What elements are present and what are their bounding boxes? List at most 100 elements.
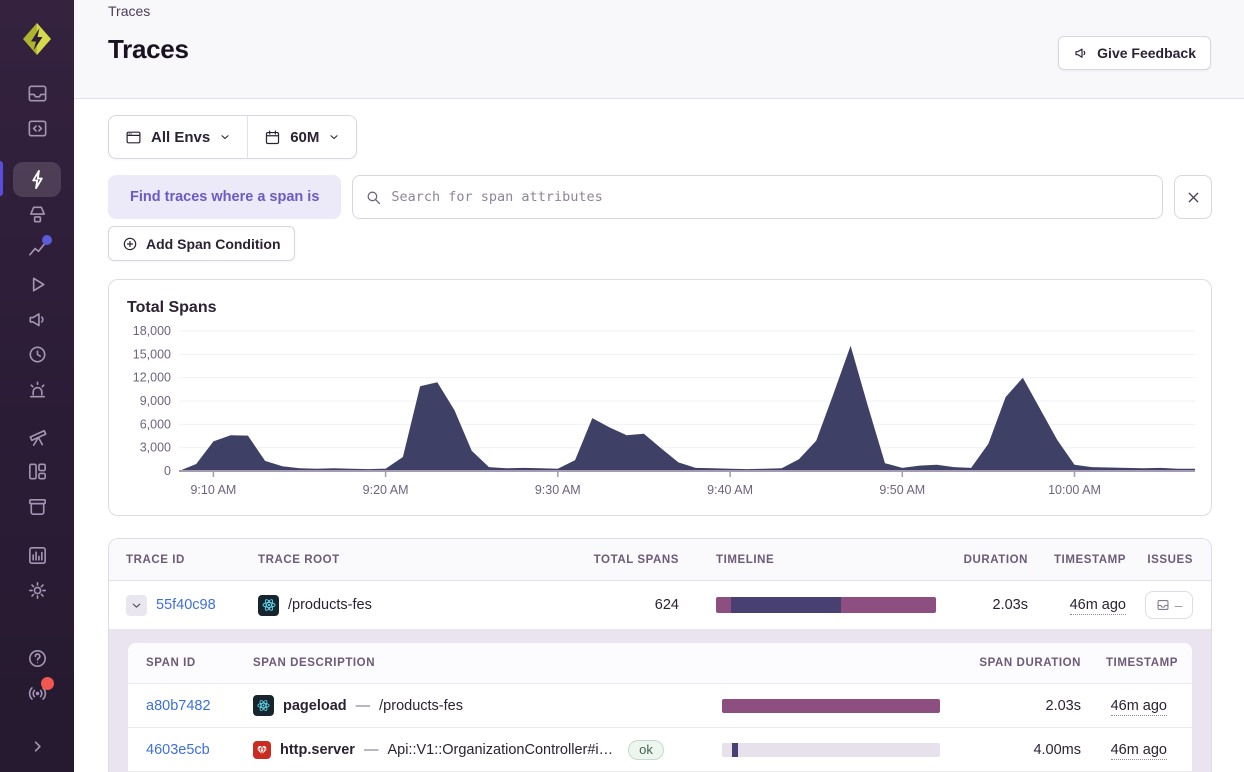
sidebar-item-feedback[interactable]	[13, 302, 61, 337]
sidebar-item-vitals[interactable]	[13, 197, 61, 232]
svg-text:9:10 AM: 9:10 AM	[190, 483, 236, 497]
trace-id-link[interactable]: 55f40c98	[156, 597, 216, 613]
span-duration: 4.00ms	[1033, 741, 1081, 758]
environment-filter[interactable]: All Envs	[109, 116, 247, 158]
help-icon	[28, 650, 46, 667]
trace-row: 55f40c98 /products-fes 624 2.03s 46m ago	[109, 581, 1211, 629]
span-timestamp[interactable]: 46m ago	[1110, 741, 1167, 760]
time-period-filter[interactable]: 60M	[248, 116, 356, 158]
dashboards-icon	[28, 463, 46, 480]
react-icon	[253, 695, 274, 716]
page-title: Traces	[108, 34, 189, 64]
svg-text:18,000: 18,000	[133, 324, 171, 338]
column-span-timestamp: TIMESTAMP	[1105, 657, 1178, 669]
add-span-condition-label: Add Span Condition	[146, 235, 281, 252]
sidebar-item-alerts[interactable]	[13, 372, 61, 407]
main-content: All Envs 60M Find traces where a span is…	[74, 100, 1244, 772]
give-feedback-button[interactable]: Give Feedback	[1058, 36, 1211, 70]
svg-text:9,000: 9,000	[140, 394, 171, 408]
sidebar-item-replays[interactable]	[13, 267, 61, 302]
chevron-down-icon	[221, 135, 229, 140]
spans-table-header: SPAN ID SPAN DESCRIPTION SPAN DURATION T…	[128, 643, 1192, 684]
sidebar-item-releases[interactable]	[13, 337, 61, 372]
page-header: Traces Traces Give Feedback	[74, 0, 1244, 99]
span-operation: pageload	[283, 697, 347, 714]
lightning-bolt-icon	[31, 169, 43, 190]
breadcrumb[interactable]: Traces	[108, 3, 151, 19]
ruby-icon	[253, 740, 271, 759]
clock-icon	[28, 346, 46, 363]
issues-icon	[1157, 600, 1169, 610]
environment-filter-label: All Envs	[151, 128, 211, 146]
close-icon	[1188, 192, 1198, 202]
trace-timeline-bar	[716, 597, 936, 613]
broadcast-icon	[28, 687, 46, 700]
siren-icon	[29, 381, 45, 398]
svg-text:9:40 AM: 9:40 AM	[707, 483, 753, 497]
chevron-down-icon	[132, 603, 141, 608]
sidebar-item-performance[interactable]	[13, 162, 61, 197]
span-row: 4603e5cb http.server — Api::V1::Organiza…	[128, 728, 1192, 772]
trace-total-spans: 624	[654, 597, 679, 613]
sidebar-item-discover[interactable]	[13, 419, 61, 454]
megaphone-icon	[1075, 48, 1086, 58]
span-timestamp[interactable]: 46m ago	[1110, 697, 1167, 716]
sidebar-item-broadcast[interactable]	[13, 676, 61, 711]
traces-table-header: TRACE ID TRACE ROOT TOTAL SPANS TIMELINE…	[109, 539, 1211, 581]
sidebar-item-stats[interactable]	[13, 538, 61, 573]
span-description: Api::V1::OrganizationController#i…	[387, 741, 614, 758]
sidebar-item-archive[interactable]	[13, 489, 61, 524]
collapse-trace-button[interactable]	[126, 594, 147, 616]
filter-group: All Envs 60M	[108, 115, 358, 159]
column-issues: ISSUES	[1147, 553, 1193, 566]
separator-dash: —	[363, 741, 379, 758]
workspace-logo[interactable]	[18, 20, 56, 58]
span-timeline-bar	[722, 742, 940, 757]
search-row: Find traces where a span is	[108, 175, 1212, 219]
sidebar-item-dashboards[interactable]	[13, 454, 61, 489]
broadcast-notification-dot	[41, 677, 54, 690]
search-icon	[367, 191, 381, 204]
svg-text:10:00 AM: 10:00 AM	[1048, 483, 1101, 497]
svg-text:12,000: 12,000	[133, 371, 171, 385]
separator-dash: —	[355, 697, 371, 714]
trace-root-name: /products-fes	[288, 597, 372, 613]
react-icon	[258, 594, 279, 616]
svg-text:9:20 AM: 9:20 AM	[363, 483, 409, 497]
gear-icon	[28, 582, 46, 599]
chart-title: Total Spans	[127, 299, 217, 316]
sidebar-item-explore[interactable]	[13, 232, 61, 267]
sidebar-item-projects[interactable]	[13, 111, 61, 146]
add-span-condition-button[interactable]: Add Span Condition	[108, 226, 295, 261]
span-attributes-search-input[interactable]	[391, 189, 1150, 205]
telescope-icon	[28, 429, 46, 446]
sidebar-collapse-button[interactable]	[13, 729, 61, 764]
span-id-link[interactable]: a80b7482	[146, 697, 211, 714]
column-span-description: SPAN DESCRIPTION	[253, 657, 376, 669]
span-id-link[interactable]: 4603e5cb	[146, 741, 210, 758]
svg-text:3,000: 3,000	[140, 441, 171, 455]
search-box[interactable]	[352, 175, 1163, 219]
total-spans-chart[interactable]: 0 3,000 6,000 9,000 12,000 15,000 18,000 9:10 A…	[109, 280, 1211, 515]
trace-timestamp[interactable]: 46m ago	[1069, 597, 1126, 615]
clear-search-button[interactable]	[1174, 175, 1212, 219]
projects-icon	[28, 120, 46, 137]
megaphone-icon	[28, 313, 44, 327]
sidebar-item-issues[interactable]	[13, 76, 61, 111]
svg-text:0: 0	[164, 464, 171, 478]
archive-box-icon	[28, 498, 46, 515]
trace-duration: 2.03s	[992, 597, 1028, 613]
expanded-spans-section: SPAN ID SPAN DESCRIPTION SPAN DURATION T…	[109, 629, 1211, 772]
chevron-right-icon	[34, 741, 41, 752]
trace-issues-button[interactable]: –	[1145, 591, 1193, 619]
explore-chart-icon	[28, 243, 45, 256]
window-icon	[126, 131, 141, 143]
explore-notification-dot	[42, 235, 52, 245]
span-status-badge: ok	[628, 739, 664, 760]
issues-count-dash: –	[1174, 597, 1183, 613]
column-span-id: SPAN ID	[146, 657, 196, 669]
span-timeline-bar	[722, 698, 940, 713]
sidebar-item-help[interactable]	[13, 641, 61, 676]
plus-circle-icon	[123, 237, 137, 250]
sidebar-item-settings[interactable]	[13, 573, 61, 608]
